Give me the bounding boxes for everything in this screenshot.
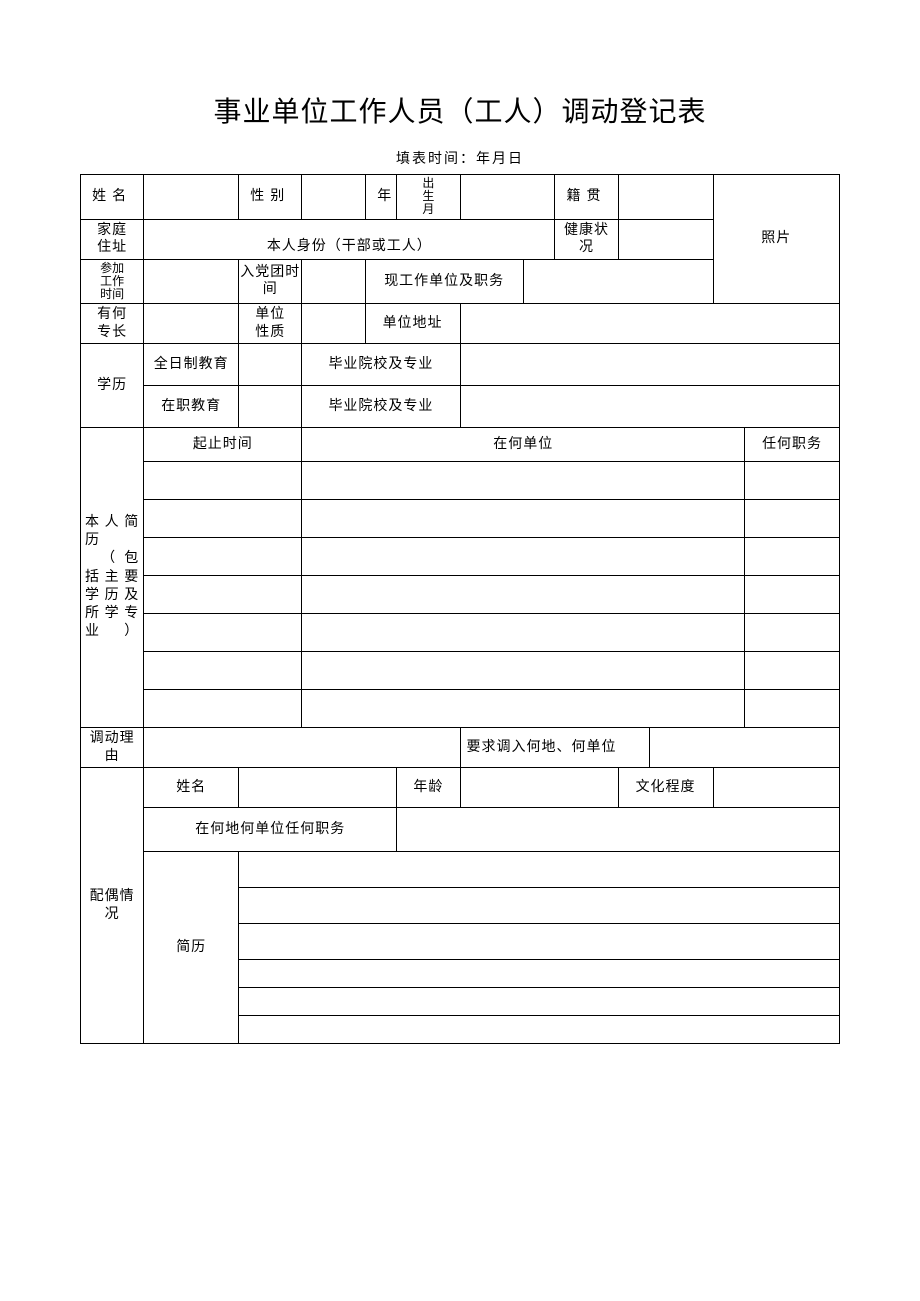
resume-pos-1[interactable] [745, 462, 840, 500]
field-party-date[interactable] [302, 259, 365, 304]
field-fulltime-level[interactable] [239, 344, 302, 386]
label-period: 起止时间 [144, 428, 302, 462]
field-native[interactable] [618, 175, 713, 220]
label-unit-type: 单位性质 [239, 304, 302, 344]
label-spouse-work: 在何地何单位任何职务 [144, 808, 397, 852]
label-at-unit: 在何单位 [302, 428, 745, 462]
label-name: 姓名 [81, 175, 144, 220]
field-name[interactable] [144, 175, 239, 220]
resume-unit-7[interactable] [302, 690, 745, 728]
fill-date: 填表时间：年月日 [80, 148, 840, 168]
resume-pos-2[interactable] [745, 500, 840, 538]
resume-period-1[interactable] [144, 462, 302, 500]
label-education: 学历 [81, 344, 144, 428]
spouse-resume-2[interactable] [239, 888, 840, 924]
label-position: 任何职务 [745, 428, 840, 462]
field-onjob-level[interactable] [239, 386, 302, 428]
field-specialty[interactable] [144, 304, 239, 344]
spouse-resume-4[interactable] [239, 960, 840, 988]
label-edu-level: 文化程度 [618, 768, 713, 808]
field-current-work[interactable] [523, 259, 713, 304]
field-unit-type[interactable] [302, 304, 365, 344]
photo-area: 照片 [713, 175, 840, 304]
resume-pos-5[interactable] [745, 614, 840, 652]
field-transfer-to[interactable] [650, 728, 840, 768]
spouse-resume-6[interactable] [239, 1016, 840, 1044]
resume-pos-7[interactable] [745, 690, 840, 728]
label-spouse-resume: 简历 [144, 852, 239, 1044]
label-health: 健康状况 [555, 219, 618, 259]
field-unit-addr[interactable] [460, 304, 840, 344]
label-fulltime-edu: 全日制教育 [144, 344, 239, 386]
resume-unit-3[interactable] [302, 538, 745, 576]
page-title: 事业单位工作人员（工人）调动登记表 [80, 90, 840, 130]
label-unit-addr: 单位地址 [365, 304, 460, 344]
resume-period-5[interactable] [144, 614, 302, 652]
field-grad-school-2[interactable] [460, 386, 840, 428]
field-health[interactable] [618, 219, 713, 259]
field-grad-school-1[interactable] [460, 344, 840, 386]
field-spouse-work[interactable] [397, 808, 840, 852]
field-edu-level[interactable] [713, 768, 840, 808]
label-onjob-edu: 在职教育 [144, 386, 239, 428]
label-specialty: 有何专长 [81, 304, 144, 344]
label-transfer-reason: 调动理由 [81, 728, 144, 768]
label-spouse: 配偶情况 [81, 768, 144, 1044]
label-native: 籍贯 [555, 175, 618, 220]
resume-period-4[interactable] [144, 576, 302, 614]
label-current-work: 现工作单位及职务 [365, 259, 523, 304]
label-work-start: 参加工作时间 [81, 259, 144, 304]
label-transfer-to: 要求调入何地、何单位 [460, 728, 650, 768]
label-grad-school-1: 毕业院校及专业 [302, 344, 460, 386]
resume-unit-4[interactable] [302, 576, 745, 614]
resume-unit-2[interactable] [302, 500, 745, 538]
label-resume: 本人简历 （包括主要学历及所学专业） [81, 428, 144, 728]
field-age[interactable] [460, 768, 618, 808]
field-gender[interactable] [302, 175, 365, 220]
field-spouse-name[interactable] [239, 768, 397, 808]
resume-unit-1[interactable] [302, 462, 745, 500]
label-birth-year: 年 [365, 175, 397, 220]
resume-period-6[interactable] [144, 652, 302, 690]
label-identity: 本人身份（干部或工人） [144, 219, 555, 259]
field-work-start[interactable] [144, 259, 239, 304]
resume-pos-3[interactable] [745, 538, 840, 576]
label-birth-month: 出生月 [397, 175, 460, 220]
label-gender: 性别 [239, 175, 302, 220]
resume-period-3[interactable] [144, 538, 302, 576]
resume-unit-5[interactable] [302, 614, 745, 652]
resume-period-7[interactable] [144, 690, 302, 728]
spouse-resume-5[interactable] [239, 988, 840, 1016]
label-home-addr: 家庭住址 [81, 219, 144, 259]
resume-unit-6[interactable] [302, 652, 745, 690]
resume-pos-4[interactable] [745, 576, 840, 614]
label-grad-school-2: 毕业院校及专业 [302, 386, 460, 428]
resume-pos-6[interactable] [745, 652, 840, 690]
label-spouse-name: 姓名 [144, 768, 239, 808]
registration-form-table: 姓名 性别 年 出生月 籍贯 照片 家庭住址 本人身份（干部或工人） 健康状况 … [80, 174, 840, 1044]
spouse-resume-3[interactable] [239, 924, 840, 960]
resume-period-2[interactable] [144, 500, 302, 538]
label-age: 年龄 [397, 768, 460, 808]
field-birth[interactable] [460, 175, 555, 220]
field-transfer-reason[interactable] [144, 728, 460, 768]
spouse-resume-1[interactable] [239, 852, 840, 888]
label-party-date: 入党团时间 [239, 259, 302, 304]
